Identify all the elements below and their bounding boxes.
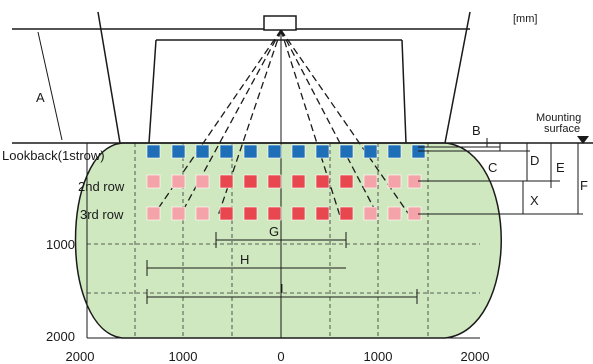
- row1-square: [315, 144, 330, 159]
- label-D: D: [530, 153, 539, 168]
- sensor-box: [263, 15, 297, 31]
- label-C: C: [488, 160, 497, 175]
- row2-square: [363, 174, 378, 189]
- row1-square: [387, 144, 402, 159]
- x-tick-2000-left: 2000: [66, 349, 95, 364]
- row3-squares: [146, 206, 422, 221]
- row3-square: [315, 206, 330, 221]
- label-I: I: [280, 281, 284, 296]
- label-A: A: [36, 90, 45, 105]
- y-tick-1000: 1000: [46, 237, 75, 252]
- row2-square: [315, 174, 330, 189]
- row3-square: [387, 206, 402, 221]
- row1-square: [195, 144, 210, 159]
- row2-square: [339, 174, 354, 189]
- x-tick-0: 0: [277, 349, 284, 364]
- label-E: E: [556, 160, 565, 175]
- row2-square: [195, 174, 210, 189]
- row3-square: [219, 206, 234, 221]
- row1-square: [243, 144, 258, 159]
- row1-squares: [146, 144, 426, 159]
- row3-square: [146, 206, 161, 221]
- row3-square: [171, 206, 186, 221]
- x-tick-1000-right: 1000: [364, 349, 393, 364]
- unit-label: [mm]: [513, 13, 537, 25]
- mounting-surface-marker: [577, 136, 589, 144]
- dashed-grid: [87, 143, 480, 338]
- mounting-surface-line1: Mounting: [536, 112, 581, 124]
- row1-square: [171, 144, 186, 159]
- row3-square: [291, 206, 306, 221]
- label-B: B: [472, 123, 481, 138]
- row1-square: [339, 144, 354, 159]
- row3-label: 3rd row: [80, 207, 124, 222]
- label-X: X: [530, 193, 539, 208]
- row2-square: [291, 174, 306, 189]
- row3-square: [339, 206, 354, 221]
- sensor-housing: [12, 11, 471, 144]
- row3-square: [195, 206, 210, 221]
- x-tick-1000-left: 1000: [169, 349, 198, 364]
- mounting-surface-line2: surface: [544, 123, 580, 135]
- label-G: G: [269, 224, 279, 239]
- row1-label: Lookback(1strow): [2, 148, 105, 163]
- row1-square: [267, 144, 282, 159]
- label-F: F: [580, 178, 588, 193]
- row2-square: [146, 174, 161, 189]
- row2-square: [243, 174, 258, 189]
- row2-square: [171, 174, 186, 189]
- row3-square: [267, 206, 282, 221]
- row2-square: [219, 174, 234, 189]
- row1-square: [363, 144, 378, 159]
- row1-square: [219, 144, 234, 159]
- row3-square: [243, 206, 258, 221]
- y-tick-2000: 2000: [46, 329, 75, 344]
- row2-square: [267, 174, 282, 189]
- row2-square: [387, 174, 402, 189]
- dimension-lines: [37, 31, 579, 304]
- label-H: H: [240, 252, 249, 267]
- row-guide-lines: [418, 146, 583, 215]
- row3-square: [363, 206, 378, 221]
- row1-square: [146, 144, 161, 159]
- x-tick-2000-right: 2000: [461, 349, 490, 364]
- row2-label: 2nd row: [78, 179, 125, 194]
- row2-squares: [146, 174, 422, 189]
- row1-square: [291, 144, 306, 159]
